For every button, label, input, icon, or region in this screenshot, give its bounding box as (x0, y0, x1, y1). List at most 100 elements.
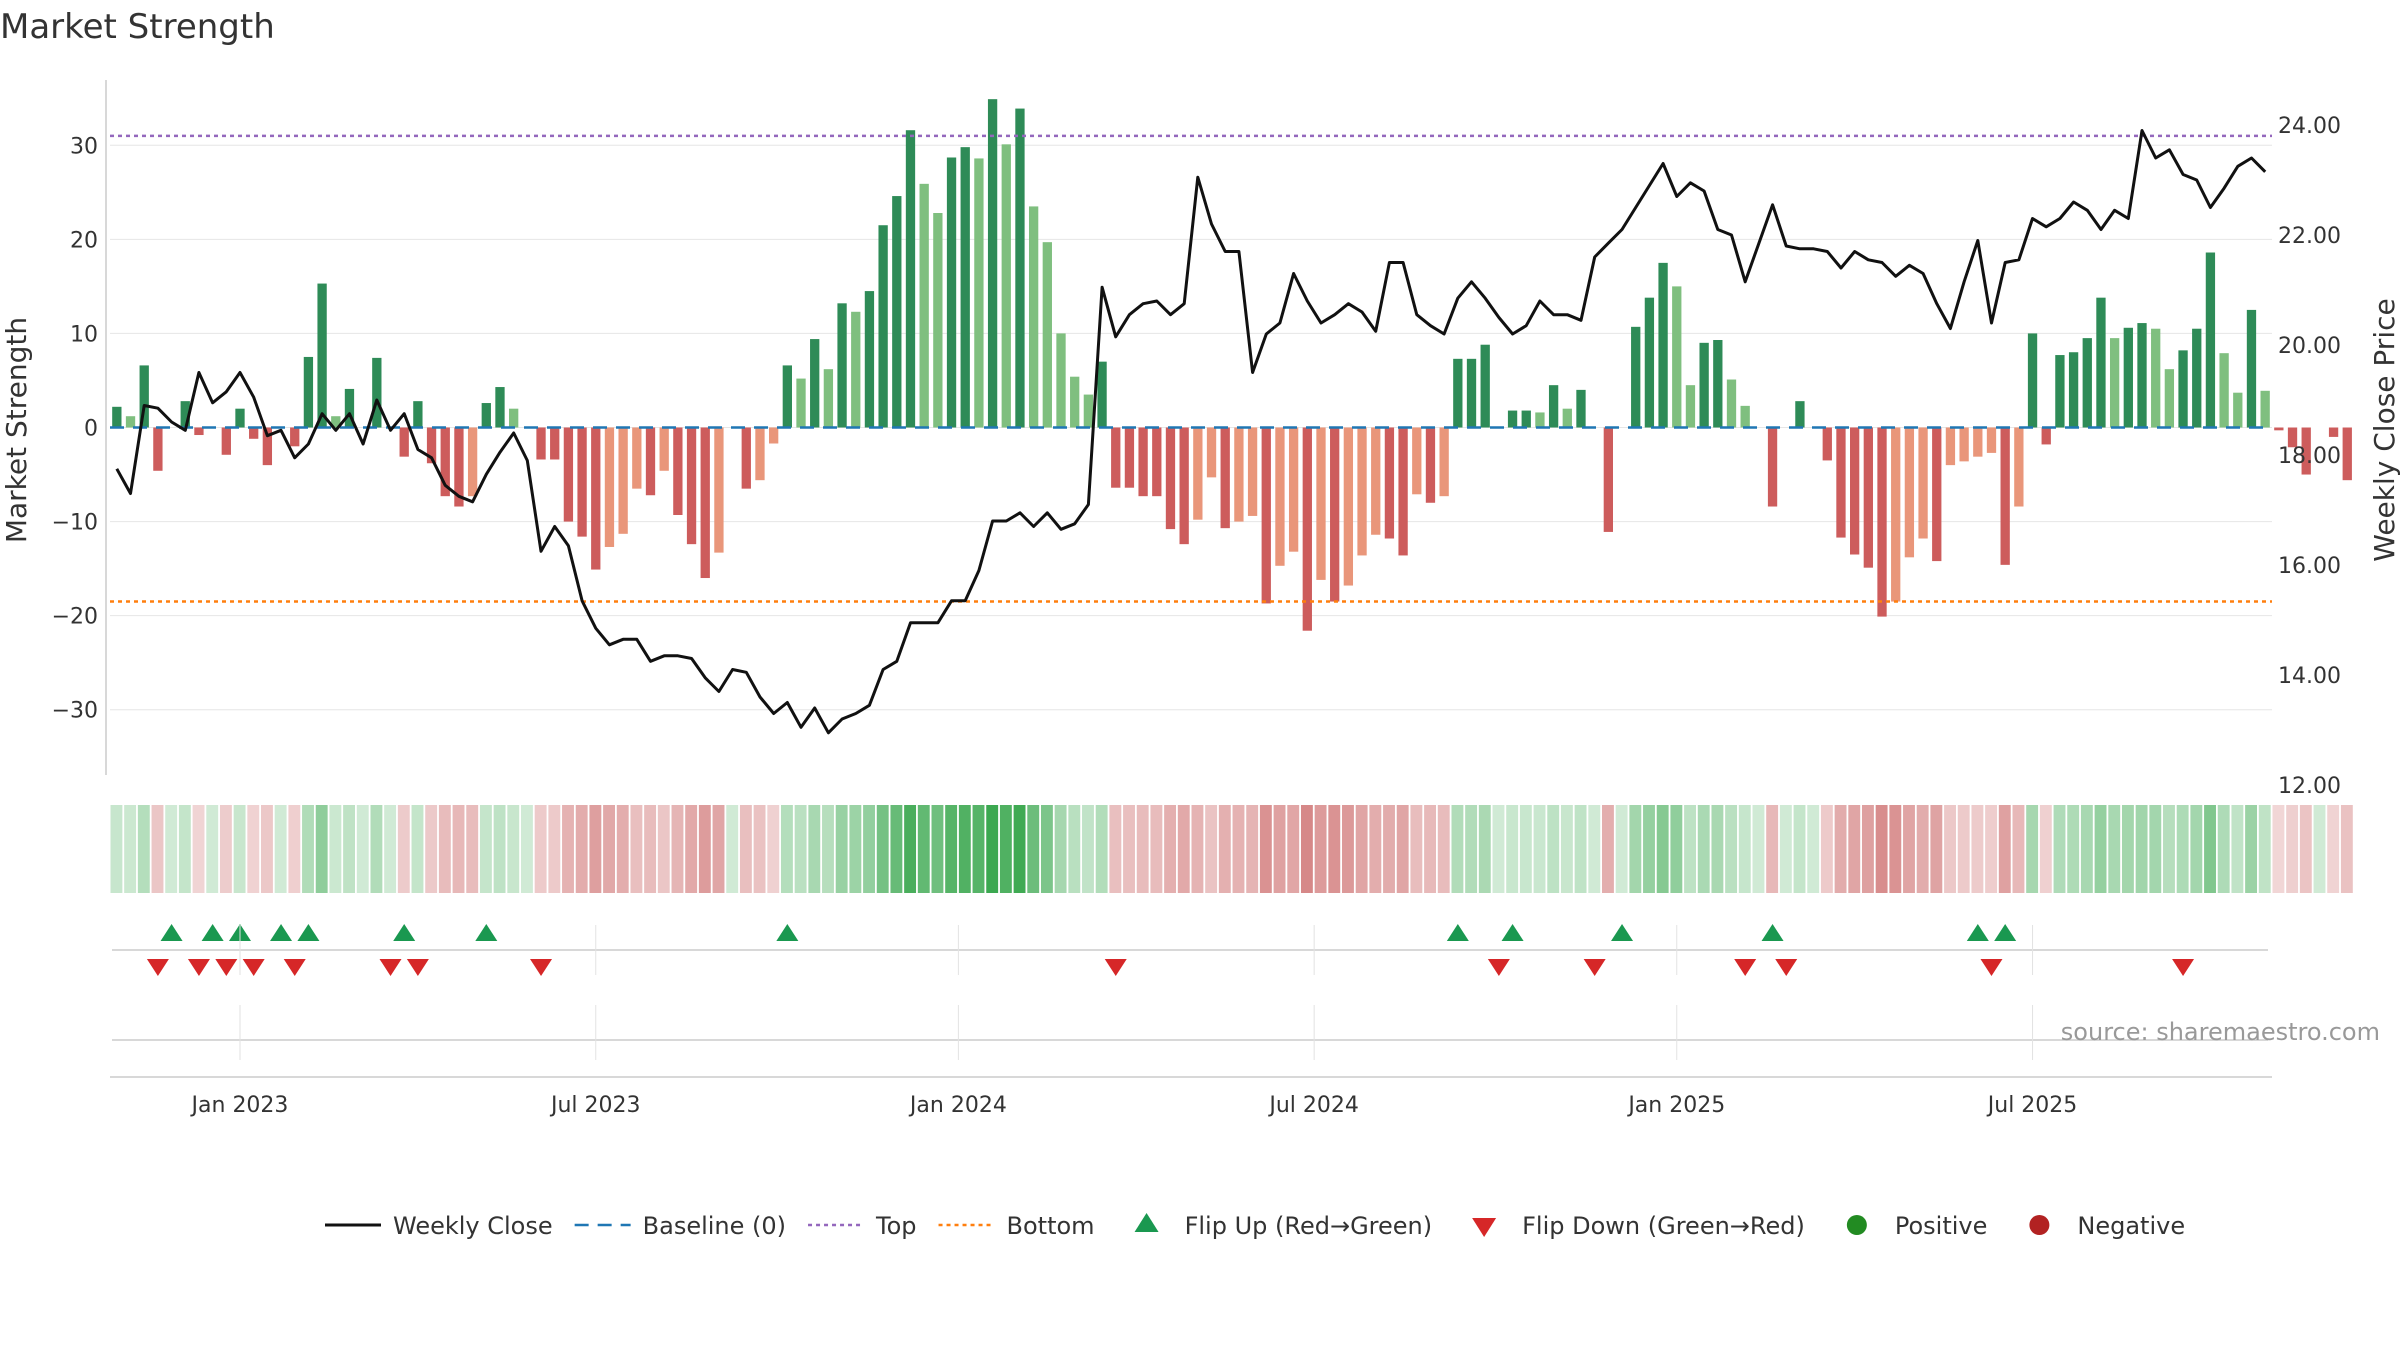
strength-bar (1247, 427, 1258, 516)
flip-up-marker (1966, 924, 1989, 941)
y-right-tick-label: 24.00 (2278, 114, 2341, 139)
heat-strip-cell (603, 805, 615, 893)
strength-bar (645, 427, 656, 496)
heat-strip-cell (1560, 805, 1573, 893)
strength-bar (1111, 427, 1121, 488)
heat-strip-cell (1136, 805, 1149, 893)
strength-bar (1986, 427, 1997, 453)
flip-down-marker (1775, 959, 1798, 976)
strength-bar (1740, 405, 1750, 428)
heat-strip-cell (2094, 805, 2107, 893)
heat-strip-cell (890, 805, 903, 893)
strength-bar (1480, 344, 1490, 428)
legend-label: Baseline (0) (643, 1212, 786, 1240)
strength-bar (221, 427, 231, 455)
heat-strip-cell (1287, 805, 1300, 893)
heat-strip-cell (1533, 805, 1546, 893)
heat-strip-cell (1506, 805, 1519, 893)
flip-up-marker (160, 924, 183, 941)
strength-bar (1138, 427, 1148, 497)
strength-bar (1973, 427, 1983, 457)
strength-bar (2246, 309, 2257, 428)
x-tick-label: Jan 2024 (908, 1093, 1007, 1118)
heat-strip-cell (630, 805, 643, 893)
heat-strip-cell (739, 805, 752, 893)
heat-strip-cell (876, 805, 889, 893)
strength-bar (125, 416, 136, 428)
strength-bar (2274, 427, 2284, 431)
heat-strip-cell (1054, 805, 1067, 893)
heat-strip-cell (438, 805, 451, 893)
strength-bar (1672, 286, 1682, 428)
heat-strip-cell (904, 805, 917, 893)
y-left-tick-label: 10 (70, 322, 98, 347)
strength-bar (810, 339, 820, 428)
heat-strip-cell (1437, 805, 1450, 893)
strength-bar (2027, 333, 2038, 428)
weekly-close-line (115, 129, 2267, 735)
heat-strip-cell (1752, 805, 1765, 893)
strength-bar (372, 357, 382, 428)
heat-strip-cell (931, 805, 944, 893)
heat-strip-cell (178, 805, 191, 893)
heat-strip-cell (1232, 805, 1245, 893)
heat-strip-cell (2340, 805, 2353, 893)
strength-bar (878, 225, 888, 428)
heat-strip-cell (945, 805, 958, 893)
heat-strip-cell (712, 805, 725, 893)
strength-bar (331, 416, 341, 428)
strength-bar (2055, 355, 2065, 428)
x-axis: Jan 2023 Jul 2023 Jan 2024 Jul 2024 Jan 2025… (110, 925, 2272, 1118)
strength-bar (2328, 427, 2339, 437)
heat-strip-cell (2245, 805, 2258, 893)
strength-bar (2123, 327, 2133, 428)
flip-down-marker (1980, 959, 2003, 976)
heat-strip-cell (644, 805, 657, 893)
y-right-tick-label: 14.00 (2278, 664, 2341, 689)
strength-bar (1371, 427, 1381, 535)
heat-strip-cell (288, 805, 301, 893)
heat-strip-cell (493, 805, 506, 893)
heat-strip-cell (685, 805, 698, 893)
heat-strip-cell (1369, 805, 1382, 893)
strength-bar (536, 427, 546, 460)
heat-strip-cell (1998, 805, 2011, 893)
heat-strip-cell (1670, 805, 1683, 893)
strength-bar (2287, 427, 2298, 448)
heat-strip-cell (507, 805, 520, 893)
heat-strip-cell (1013, 805, 1026, 893)
flip-down-marker (187, 959, 210, 976)
strength-bar (1124, 427, 1135, 488)
flip-up-marker (297, 924, 320, 941)
strength-bar (1316, 427, 1326, 580)
heat-strip-cell (1082, 805, 1094, 893)
strength-bar (974, 158, 984, 428)
heat-strip-cell (329, 805, 342, 893)
heat-strip-cell (452, 805, 465, 893)
flip-down-marker (2172, 959, 2195, 976)
y-axis-left: 30 20 10 0 −10 −20 −30 (52, 134, 98, 723)
heat-strip-cell (411, 805, 424, 893)
heat-strip-cell (2204, 805, 2216, 893)
strength-bar (1015, 108, 1025, 428)
heat-strip-cell (780, 805, 793, 893)
strength-bar (1384, 427, 1395, 539)
heat-strip-cell (589, 805, 602, 893)
heat-strip-cell (1068, 805, 1081, 893)
strength-bar (1699, 342, 1709, 428)
strength-bar (1877, 427, 1887, 617)
legend-negative-swatch (2029, 1215, 2050, 1235)
strength-bar (987, 99, 998, 428)
strength-bar (2137, 323, 2147, 428)
strength-bar (1767, 427, 1778, 507)
strength-bar (1548, 385, 1559, 428)
strength-bar (426, 427, 437, 464)
y-left-tick-label: −30 (52, 699, 98, 724)
heat-strip-cell (1547, 805, 1560, 893)
heat-strip-cell (397, 805, 410, 893)
strength-bar (1466, 358, 1477, 428)
y-right-tick-label: 16.00 (2278, 554, 2341, 579)
strength-bar (1658, 262, 1668, 428)
strength-bar (1288, 427, 1299, 552)
